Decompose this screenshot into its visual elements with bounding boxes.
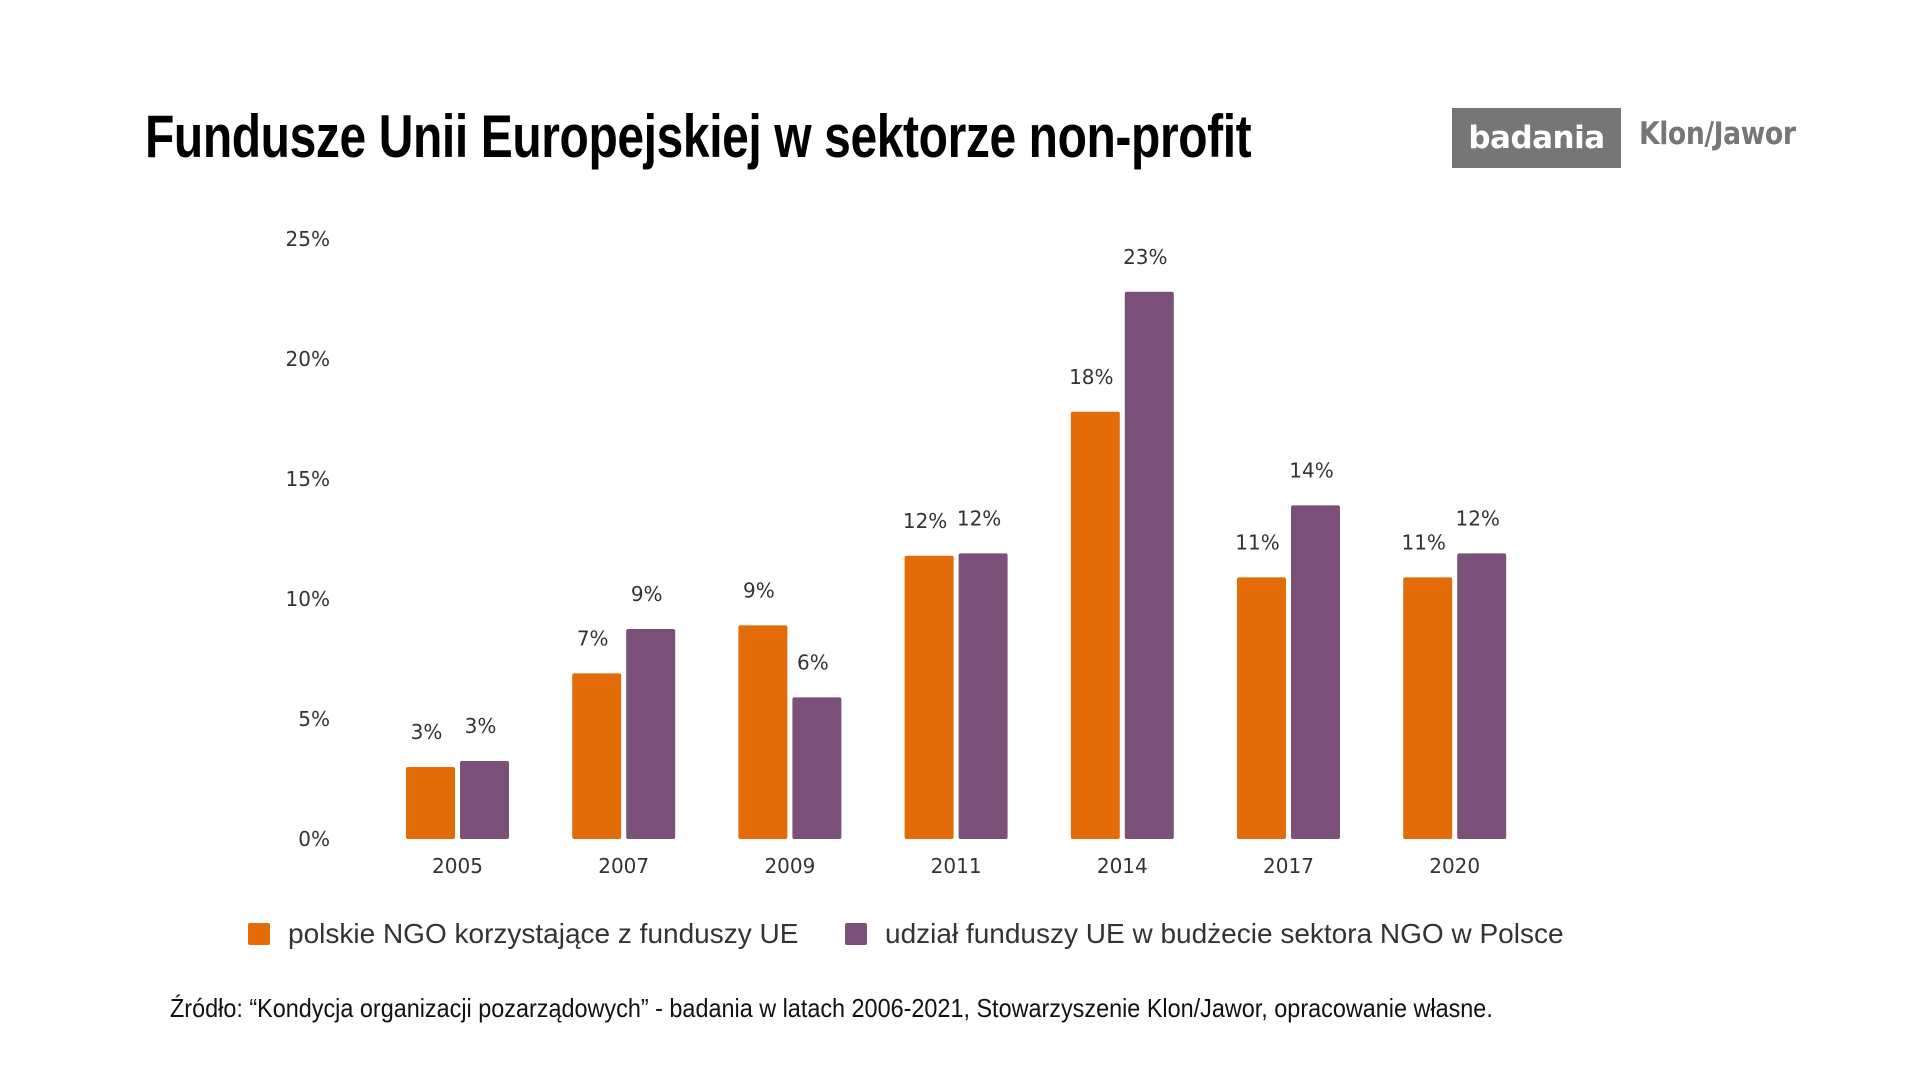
bar-ngo-using-eu-funds-2020 (1403, 577, 1453, 839)
bar-value-label: 12% (957, 506, 1001, 530)
chart-title: Fundusze Unii Europejskiej w sektorze no… (145, 103, 1252, 170)
bar-ngo-using-eu-funds-2007 (572, 673, 622, 839)
bar-value-label: 23% (1123, 245, 1167, 269)
x-tick-label: 2009 (764, 854, 815, 878)
value-labels: 3% 3% 7% 9% 9% 6% 12% 12% 18% 23% 11% 14% 11% 12% (411, 245, 1500, 744)
bar-eu-funds-share-2009 (792, 697, 842, 839)
bar-value-label: 11% (1401, 530, 1445, 554)
y-tick-label: 0% (298, 827, 330, 851)
bar-eu-funds-share-2005 (460, 761, 509, 839)
bars-group (406, 291, 1507, 839)
x-tick-label: 2020 (1429, 854, 1480, 878)
x-tick-label: 2017 (1263, 854, 1314, 878)
y-tick-label: 20% (286, 347, 330, 371)
bar-eu-funds-share-2017 (1291, 505, 1340, 839)
bar-value-label: 7% (577, 626, 609, 650)
x-tick-label: 2011 (931, 854, 982, 878)
legend-item-series-2: udział funduszy UE w budżecie sektora NG… (845, 918, 1564, 950)
bar-value-label: 3% (411, 720, 443, 744)
bar-eu-funds-share-2014 (1124, 291, 1174, 839)
bar-value-label: 9% (743, 578, 775, 602)
bar-ngo-using-eu-funds-2011 (904, 555, 954, 839)
bar-ngo-using-eu-funds-2014 (1070, 411, 1120, 839)
x-tick-label: 2005 (432, 854, 483, 878)
bar-ngo-using-eu-funds-2005 (406, 767, 455, 839)
legend-swatch-orange (248, 923, 270, 945)
bar-value-label: 14% (1289, 458, 1333, 482)
bar-value-label: 6% (797, 650, 829, 674)
bar-value-label: 18% (1069, 365, 1113, 389)
bar-value-label: 11% (1235, 530, 1279, 554)
y-tick-label: 5% (298, 707, 330, 731)
x-tick-label: 2007 (598, 854, 649, 878)
bar-eu-funds-share-2007 (626, 629, 676, 839)
legend-label-series-2: udział funduszy UE w budżecie sektora NG… (885, 918, 1564, 949)
y-tick-label: 15% (286, 467, 330, 491)
x-tick-label: 2014 (1097, 854, 1148, 878)
bar-eu-funds-share-2020 (1457, 553, 1507, 839)
brand-logo-text: Klon/Jawor (1639, 116, 1796, 152)
bar-eu-funds-share-2011 (958, 553, 1008, 839)
legend-label-series-1: polskie NGO korzystające z funduszy UE (288, 918, 799, 949)
source-note: Źródło: “Kondycja organizacji pozarządow… (170, 993, 1493, 1023)
bar-value-label: 9% (631, 582, 663, 606)
bar-value-label: 3% (465, 714, 497, 738)
bar-value-label: 12% (1455, 506, 1499, 530)
bar-ngo-using-eu-funds-2017 (1237, 577, 1286, 839)
bar-ngo-using-eu-funds-2009 (738, 625, 788, 839)
legend-item-series-1: polskie NGO korzystające z funduszy UE (248, 918, 798, 950)
legend-swatch-purple (845, 923, 867, 945)
y-tick-label: 10% (286, 587, 330, 611)
bar-value-label: 12% (903, 509, 947, 533)
y-tick-label: 25% (286, 227, 330, 251)
y-axis: 0% 5% 10% 15% 20% 25% (286, 227, 330, 851)
x-axis: 2005 2007 2009 2011 2014 2017 2020 (432, 854, 1480, 878)
badania-badge: badania (1452, 108, 1621, 168)
